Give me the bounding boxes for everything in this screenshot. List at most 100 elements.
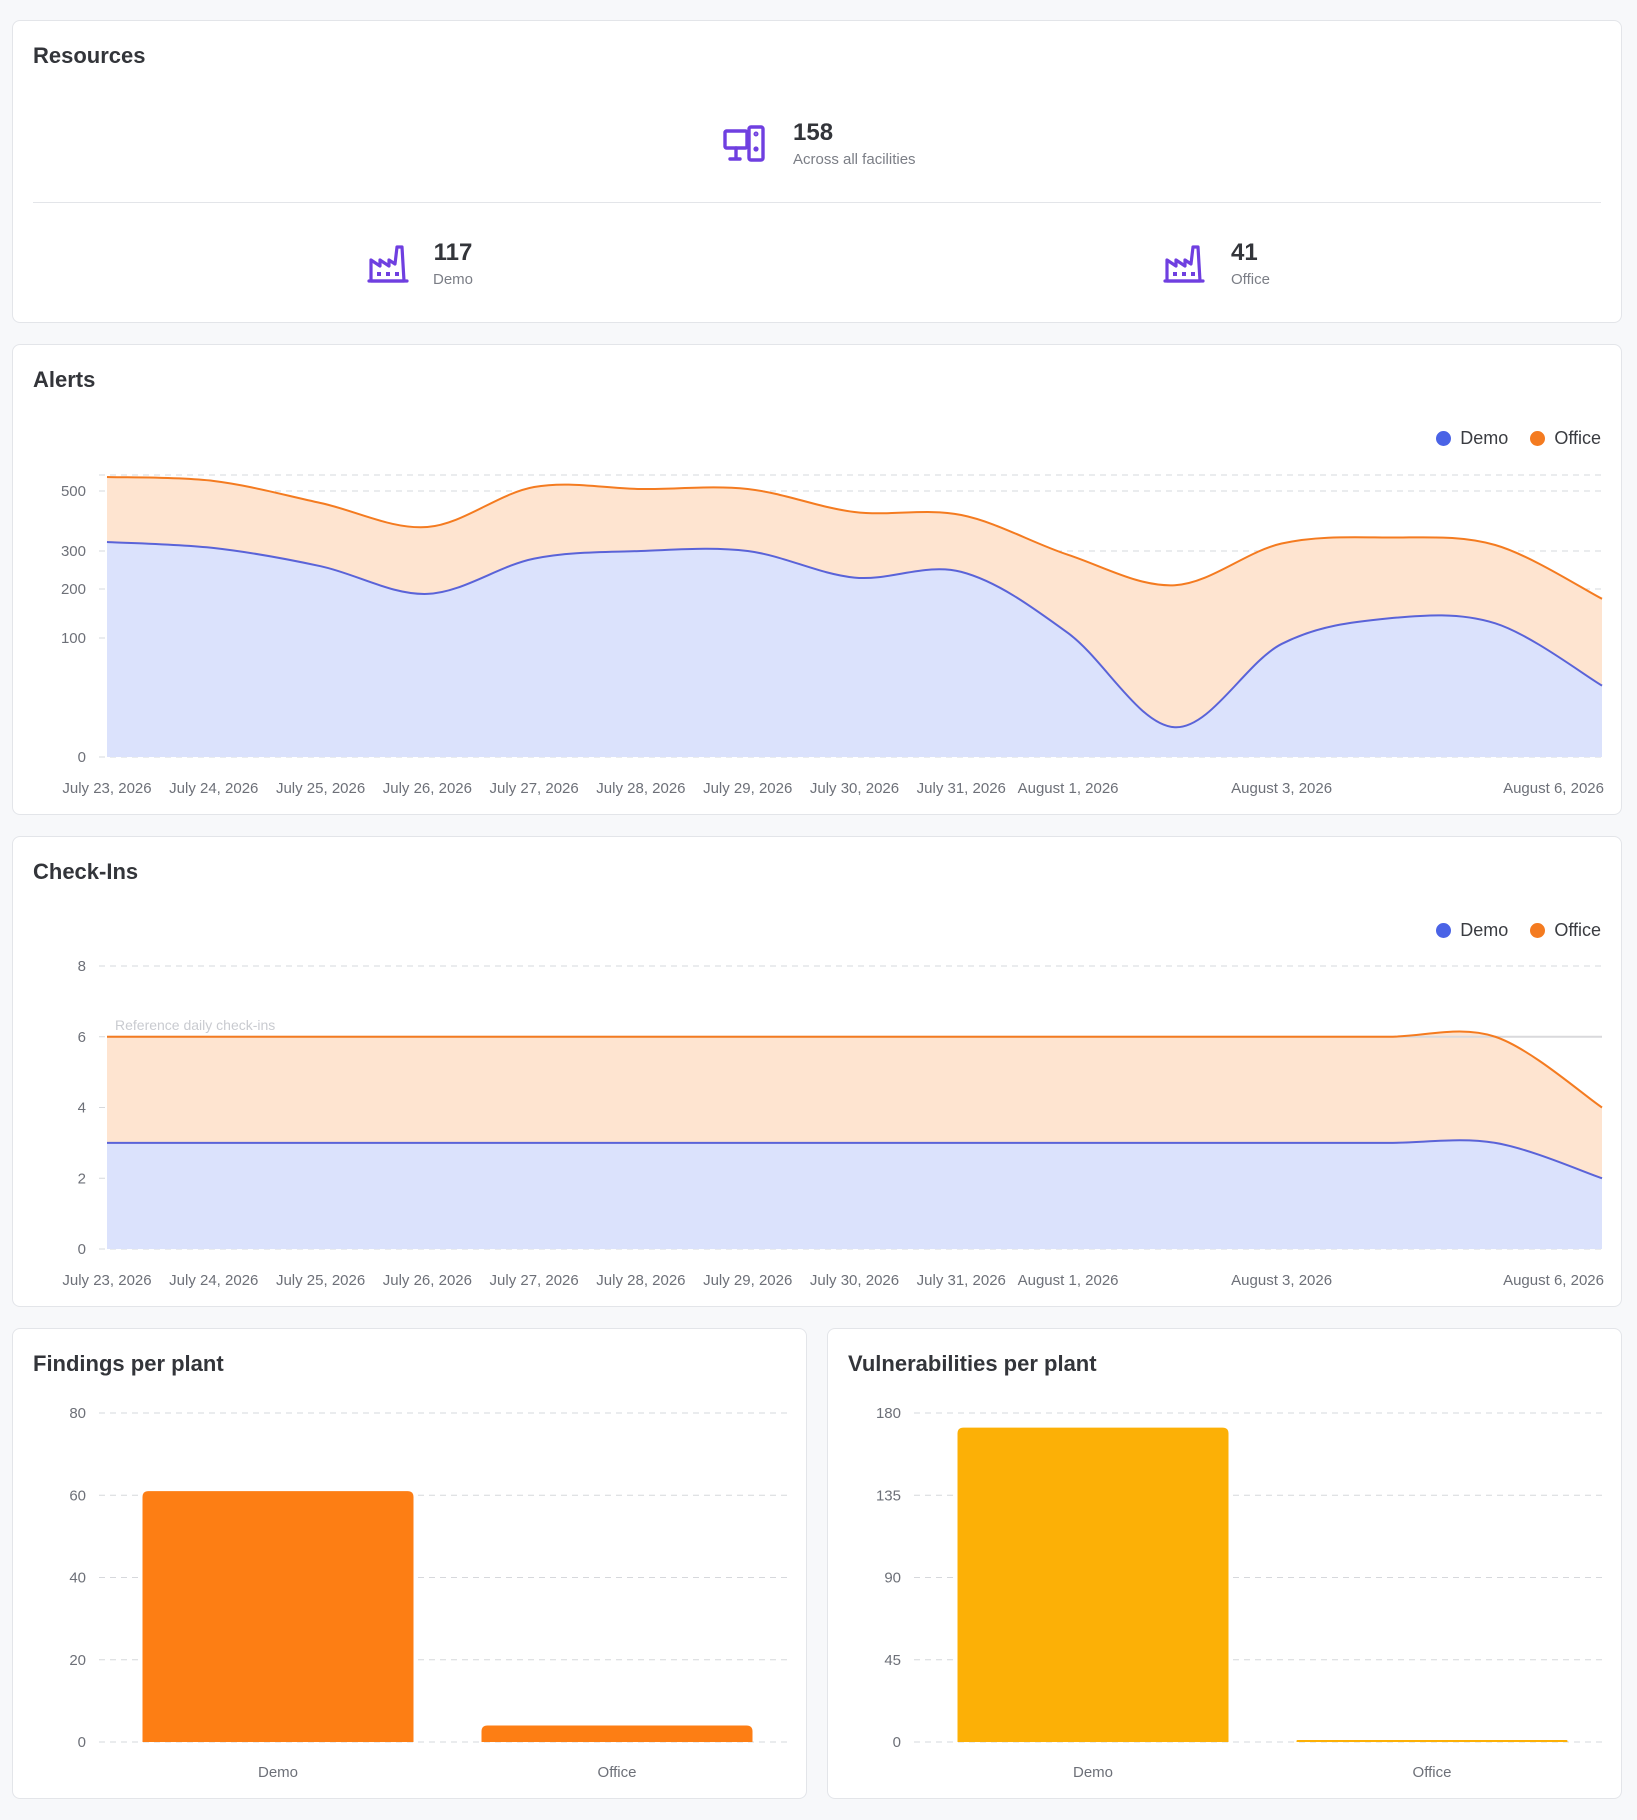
vulnerabilities-title: Vulnerabilities per plant (848, 1351, 1097, 1376)
alerts-chart: 0 100 200 300 500 July 23, 2026 July 24, 2026 J… (61, 474, 1604, 797)
legend-label-demo: Demo (1460, 920, 1509, 940)
x-tick-label: July 26, 2026 (383, 1272, 472, 1289)
legend-dot-demo (1436, 431, 1452, 446)
checkins-title: Check-Ins (33, 859, 139, 884)
legend-label-demo: Demo (1460, 428, 1509, 448)
alerts-card: Alerts Demo Office 0 100 200 300 500 July 23,… (12, 344, 1622, 815)
bar-office (1296, 1740, 1568, 1742)
y-tick-label: 200 (61, 581, 86, 598)
y-tick-label: 4 (78, 1100, 86, 1117)
facility-demo-value: 117 (433, 239, 473, 266)
y-tick-label: 8 (78, 958, 86, 975)
y-tick-label: 0 (78, 1734, 86, 1751)
alerts-legend: Demo Office (1436, 428, 1601, 449)
area-demo (107, 542, 1602, 757)
x-tick-label: July 23, 2026 (62, 1272, 151, 1289)
factory-icon (367, 243, 409, 285)
y-tick-label: 500 (61, 483, 86, 500)
y-tick-label: 80 (69, 1405, 86, 1422)
vulnerabilities-chart: 0 45 90 135 180 Demo Office (876, 1405, 1602, 1781)
y-tick-label: 180 (876, 1405, 901, 1422)
y-tick-label: 0 (78, 749, 86, 766)
findings-card: Findings per plant 0 20 40 60 80 Demo Office (12, 1328, 807, 1799)
legend-label-office: Office (1554, 920, 1601, 940)
legend-item-demo[interactable]: Demo (1436, 920, 1508, 941)
line-office (106, 476, 1603, 600)
y-tick-label: 300 (61, 543, 86, 560)
alerts-title: Alerts (33, 367, 96, 392)
x-tick-label: August 6, 2026 (1503, 780, 1604, 797)
resources-divider (33, 202, 1601, 203)
facility-office-value: 41 (1231, 239, 1258, 266)
x-tick-label: July 29, 2026 (703, 1272, 792, 1289)
findings-chart: 0 20 40 60 80 Demo Office (69, 1405, 787, 1781)
legend-dot-demo (1436, 923, 1452, 938)
y-tick-label: 90 (884, 1570, 901, 1587)
total-resources-label: Across all facilities (793, 151, 916, 168)
x-tick-label: July 25, 2026 (276, 1272, 365, 1289)
total-resources-stat: 158 Across all facilities (723, 119, 916, 168)
legend-item-office[interactable]: Office (1530, 920, 1601, 941)
x-tick-label: Office (598, 1764, 637, 1781)
bar-demo (142, 1491, 414, 1742)
y-tick-label: 20 (69, 1652, 86, 1669)
x-tick-label: July 26, 2026 (383, 780, 472, 797)
legend-dot-office (1530, 923, 1546, 938)
y-tick-label: 0 (78, 1241, 86, 1258)
y-tick-label: 2 (78, 1170, 86, 1187)
reference-label: Reference daily check-ins (115, 1017, 275, 1033)
legend-dot-office (1530, 431, 1546, 446)
x-tick-label: Demo (258, 1764, 298, 1781)
area-office (107, 1031, 1602, 1179)
x-tick-label: August 3, 2026 (1231, 780, 1332, 797)
facility-office-stat: 41 Office (1163, 239, 1270, 288)
y-tick-label: 6 (78, 1029, 86, 1046)
vulnerabilities-card: Vulnerabilities per plant 0 45 90 135 180 Dem… (827, 1328, 1622, 1799)
line-office (106, 1030, 1603, 1109)
area-office (107, 477, 1602, 728)
line-demo (106, 541, 1603, 729)
facility-office-label: Office (1231, 271, 1270, 288)
total-resources-value: 158 (793, 119, 834, 146)
y-tick-label: 135 (876, 1487, 901, 1504)
bar-office (481, 1725, 753, 1742)
line-demo (107, 1139, 1603, 1180)
resources-card: Resources 158 Across all facilities (12, 20, 1622, 323)
x-tick-label: July 30, 2026 (810, 780, 899, 797)
facility-demo-label: Demo (433, 271, 474, 288)
x-tick-label: August 6, 2026 (1503, 1272, 1604, 1289)
x-tick-label: July 31, 2026 (917, 1272, 1006, 1289)
y-tick-label: 45 (884, 1652, 901, 1669)
legend-label-office: Office (1554, 428, 1601, 448)
y-tick-label: 60 (69, 1487, 86, 1504)
x-tick-label: July 28, 2026 (596, 1272, 685, 1289)
x-tick-label: Office (1413, 1764, 1452, 1781)
factory-icon (1163, 243, 1205, 285)
x-tick-label: July 29, 2026 (703, 780, 792, 797)
bar-demo (957, 1427, 1229, 1742)
x-tick-label: July 24, 2026 (169, 780, 258, 797)
x-tick-label: August 1, 2026 (1018, 780, 1119, 797)
x-tick-label: July 30, 2026 (810, 1272, 899, 1289)
checkins-card: Check-Ins Demo Office 0 2 4 6 8 Reference dai… (12, 836, 1622, 1307)
y-tick-label: 40 (69, 1570, 86, 1587)
legend-item-demo[interactable]: Demo (1436, 428, 1508, 449)
x-tick-label: July 24, 2026 (169, 1272, 258, 1289)
x-tick-label: July 27, 2026 (490, 780, 579, 797)
facility-demo-stat: 117 Demo (367, 239, 473, 288)
x-tick-label: August 3, 2026 (1231, 1272, 1332, 1289)
checkins-chart: 0 2 4 6 8 Reference daily check-ins July 23, 2… (62, 958, 1604, 1289)
y-tick-label: 0 (893, 1734, 901, 1751)
checkins-legend: Demo Office (1436, 920, 1601, 941)
y-tick-label: 100 (61, 630, 86, 647)
x-tick-label: Demo (1073, 1764, 1113, 1781)
legend-item-office[interactable]: Office (1530, 428, 1601, 449)
x-tick-label: August 1, 2026 (1018, 1272, 1119, 1289)
area-demo (107, 1140, 1602, 1249)
x-tick-label: July 25, 2026 (276, 780, 365, 797)
findings-title: Findings per plant (33, 1351, 224, 1376)
x-tick-label: July 23, 2026 (62, 780, 151, 797)
resources-title: Resources (33, 43, 146, 68)
x-tick-label: July 28, 2026 (596, 780, 685, 797)
devices-icon (723, 124, 767, 164)
